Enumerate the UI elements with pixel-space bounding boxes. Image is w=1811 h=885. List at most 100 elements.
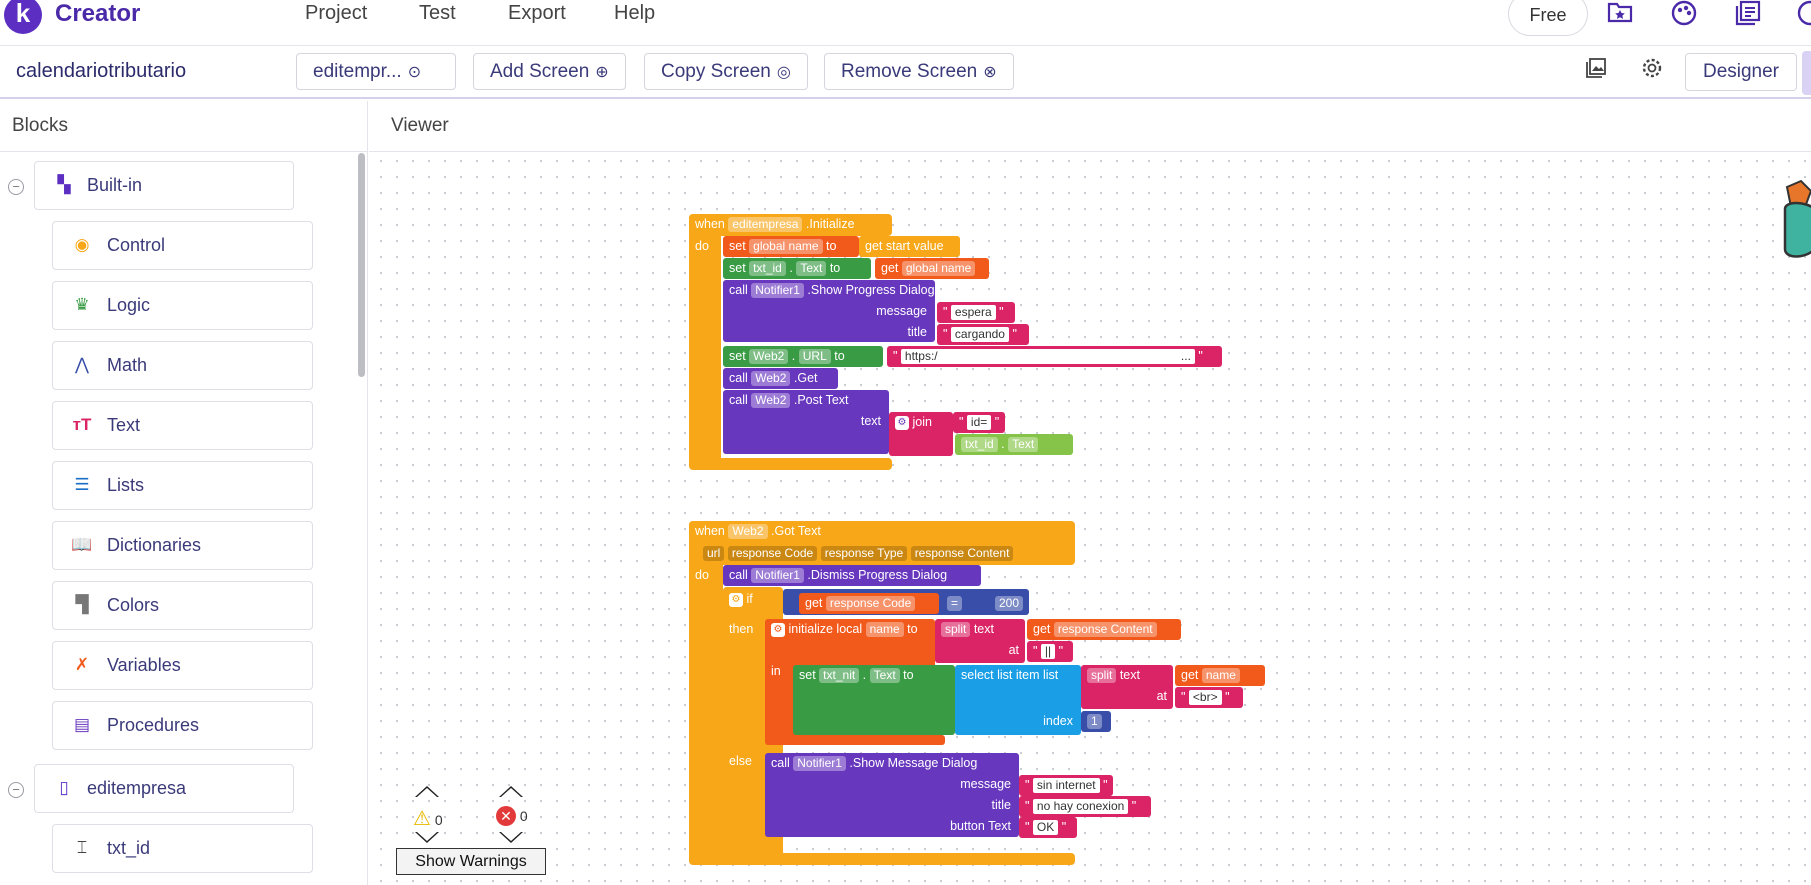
split-br-block[interactable]: split text at	[1081, 665, 1173, 709]
call-dismiss-progress-block[interactable]: call Notifier1 .Dismiss Progress Dialog	[723, 565, 981, 586]
kodular-logo[interactable]: k	[4, 0, 42, 34]
param-response-code[interactable]: response Code	[727, 546, 818, 561]
show-warnings-button[interactable]: Show Warnings	[396, 848, 546, 875]
set-txtid-text-block[interactable]: set txt_id . Text to	[723, 258, 871, 279]
designer-button[interactable]: Designer	[1685, 53, 1797, 91]
library-icon[interactable]	[1734, 0, 1762, 28]
menu-help[interactable]: Help	[614, 2, 656, 24]
call-web2-get-block[interactable]: call Web2 .Get	[723, 368, 838, 389]
paint-roller-icon: ▜	[75, 595, 89, 614]
menu-project[interactable]: Project	[305, 2, 368, 24]
block-editempresa-initialize[interactable]: when editempresa .Initialize do set glob…	[689, 214, 1234, 470]
call-show-progress-block[interactable]: call Notifier1 .Show Progress Dialog mes…	[723, 280, 935, 342]
copy-screen-button[interactable]: Copy Screen ◎	[644, 53, 808, 90]
blocks-scrollbar[interactable]	[358, 153, 365, 377]
txtid-text-getter[interactable]: txt_id . Text	[955, 434, 1073, 455]
collapse-builtin-icon[interactable]: −	[8, 179, 24, 195]
math-icon: ⋀	[75, 355, 89, 374]
screen-select-label: editempr...	[313, 61, 402, 82]
component-txt-id[interactable]: ⌶ txt_id	[52, 824, 313, 873]
remove-screen-button[interactable]: Remove Screen ⊗	[824, 53, 1014, 90]
gear-icon[interactable]	[1638, 57, 1666, 85]
next-warning-arrow-icon[interactable]	[415, 832, 439, 843]
web2-dropdown[interactable]: Web2	[728, 524, 768, 539]
prev-error-arrow-icon[interactable]	[499, 786, 523, 797]
category-control[interactable]: ◉ Control	[52, 221, 313, 270]
get-response-code-block[interactable]: get response Code	[799, 593, 939, 614]
sin-internet-string[interactable]: " sin internet "	[1019, 775, 1113, 796]
set-web2-url-block[interactable]: set Web2 . URL to	[723, 346, 883, 367]
set-global-block[interactable]: set global name to	[723, 236, 859, 257]
warning-count: 0	[434, 812, 443, 828]
free-plan-button[interactable]: Free	[1508, 0, 1588, 36]
category-builtin[interactable]: ▚ Built-in	[34, 161, 294, 210]
menu-test[interactable]: Test	[419, 2, 456, 24]
event-header[interactable]	[689, 214, 892, 236]
get-global-name-block[interactable]: get global name	[875, 258, 989, 279]
menu-export[interactable]: Export	[508, 2, 566, 24]
prev-warning-arrow-icon[interactable]	[415, 786, 439, 797]
espera-string[interactable]: " espera "	[937, 302, 1015, 323]
category-dictionaries[interactable]: 📖 Dictionaries	[52, 521, 313, 570]
global-name-dropdown[interactable]: global name	[749, 239, 823, 254]
block-web2-gottext[interactable]: when Web2 .Got Text url response Code re…	[689, 521, 1289, 865]
number-1[interactable]: 1	[1081, 711, 1111, 732]
txtid-dropdown[interactable]: txt_id	[749, 261, 786, 276]
screen-select-dropdown[interactable]: editempr... ⊙	[296, 53, 456, 90]
ok-string[interactable]: " OK "	[1019, 817, 1077, 838]
category-control-label: Control	[107, 235, 166, 255]
event-header[interactable]	[689, 521, 1075, 565]
join-block[interactable]: ⚙ join	[889, 412, 953, 456]
local-name-field[interactable]: name	[865, 622, 904, 637]
category-logic[interactable]: ♛ Logic	[52, 281, 313, 330]
category-lists[interactable]: ☰ Lists	[52, 461, 313, 510]
blocks-viewer[interactable]: Viewer	[369, 101, 1811, 885]
id-string[interactable]: " id= "	[953, 412, 1005, 433]
select-list-item-block[interactable]: select list item list index	[955, 665, 1081, 735]
category-text[interactable]: ᴛT Text	[52, 401, 313, 450]
br-string[interactable]: " <br> "	[1175, 687, 1243, 708]
textbox-icon: ⌶	[76, 838, 88, 857]
folder-star-icon[interactable]	[1606, 0, 1634, 28]
category-dictionaries-label: Dictionaries	[107, 535, 202, 555]
local-mutator-gear-icon[interactable]: ⚙	[771, 622, 785, 637]
category-variables[interactable]: ✗ Variables	[52, 641, 313, 690]
component-dropdown[interactable]: editempresa	[728, 217, 803, 232]
next-error-arrow-icon[interactable]	[499, 832, 523, 843]
param-response-type[interactable]: response Type	[820, 546, 908, 561]
operator-dropdown[interactable]: =	[947, 596, 963, 611]
pipe-string[interactable]: " || "	[1027, 641, 1073, 662]
component-txt-id-label: txt_id	[107, 838, 151, 858]
category-procedures[interactable]: ▤ Procedures	[52, 701, 313, 750]
param-url[interactable]: url	[703, 546, 725, 561]
number-200[interactable]: 200	[995, 596, 1024, 611]
blocks-tab-indicator[interactable]	[1802, 51, 1811, 95]
add-screen-button[interactable]: Add Screen ⊕	[473, 53, 626, 90]
palette-icon[interactable]	[1670, 0, 1698, 28]
call-show-message-block[interactable]: call Notifier1 .Show Message Dialog mess…	[765, 753, 1019, 837]
call-web2-post-text-block[interactable]: call Web2 .Post Text text	[723, 390, 889, 454]
split-block[interactable]: split text at	[935, 619, 1025, 663]
get-start-value-block[interactable]: get start value	[859, 236, 960, 257]
get-name-block[interactable]: get name	[1175, 665, 1265, 686]
chevron-down-circle-icon: ⊙	[407, 64, 422, 81]
category-math[interactable]: ⋀ Math	[52, 341, 313, 390]
text-prop-dropdown[interactable]: Text	[796, 261, 827, 276]
collapse-screen-icon[interactable]: −	[8, 782, 24, 798]
help-icon[interactable]	[1796, 0, 1811, 28]
screen-editempresa[interactable]: ▯ editempresa	[34, 764, 294, 813]
no-conexion-string[interactable]: " no hay conexion "	[1019, 796, 1151, 817]
url-string[interactable]: " https:/... "	[887, 346, 1222, 367]
category-colors[interactable]: ▜ Colors	[52, 581, 313, 630]
param-response-content[interactable]: response Content	[910, 546, 1014, 561]
set-txtnit-text-block[interactable]: set txt_nit . Text to	[793, 665, 955, 735]
gallery-icon[interactable]	[1582, 57, 1610, 85]
mutator-gear-icon[interactable]: ⚙	[895, 415, 909, 430]
mascot-image	[1779, 179, 1811, 269]
category-logic-label: Logic	[107, 295, 151, 315]
project-name: calendariotributario	[16, 60, 187, 82]
if-mutator-gear-icon[interactable]: ⚙	[729, 592, 743, 607]
cargando-string[interactable]: " cargando "	[937, 324, 1029, 345]
notifier-dropdown[interactable]: Notifier1	[751, 283, 804, 298]
get-response-content-block[interactable]: get response Content	[1027, 619, 1181, 640]
